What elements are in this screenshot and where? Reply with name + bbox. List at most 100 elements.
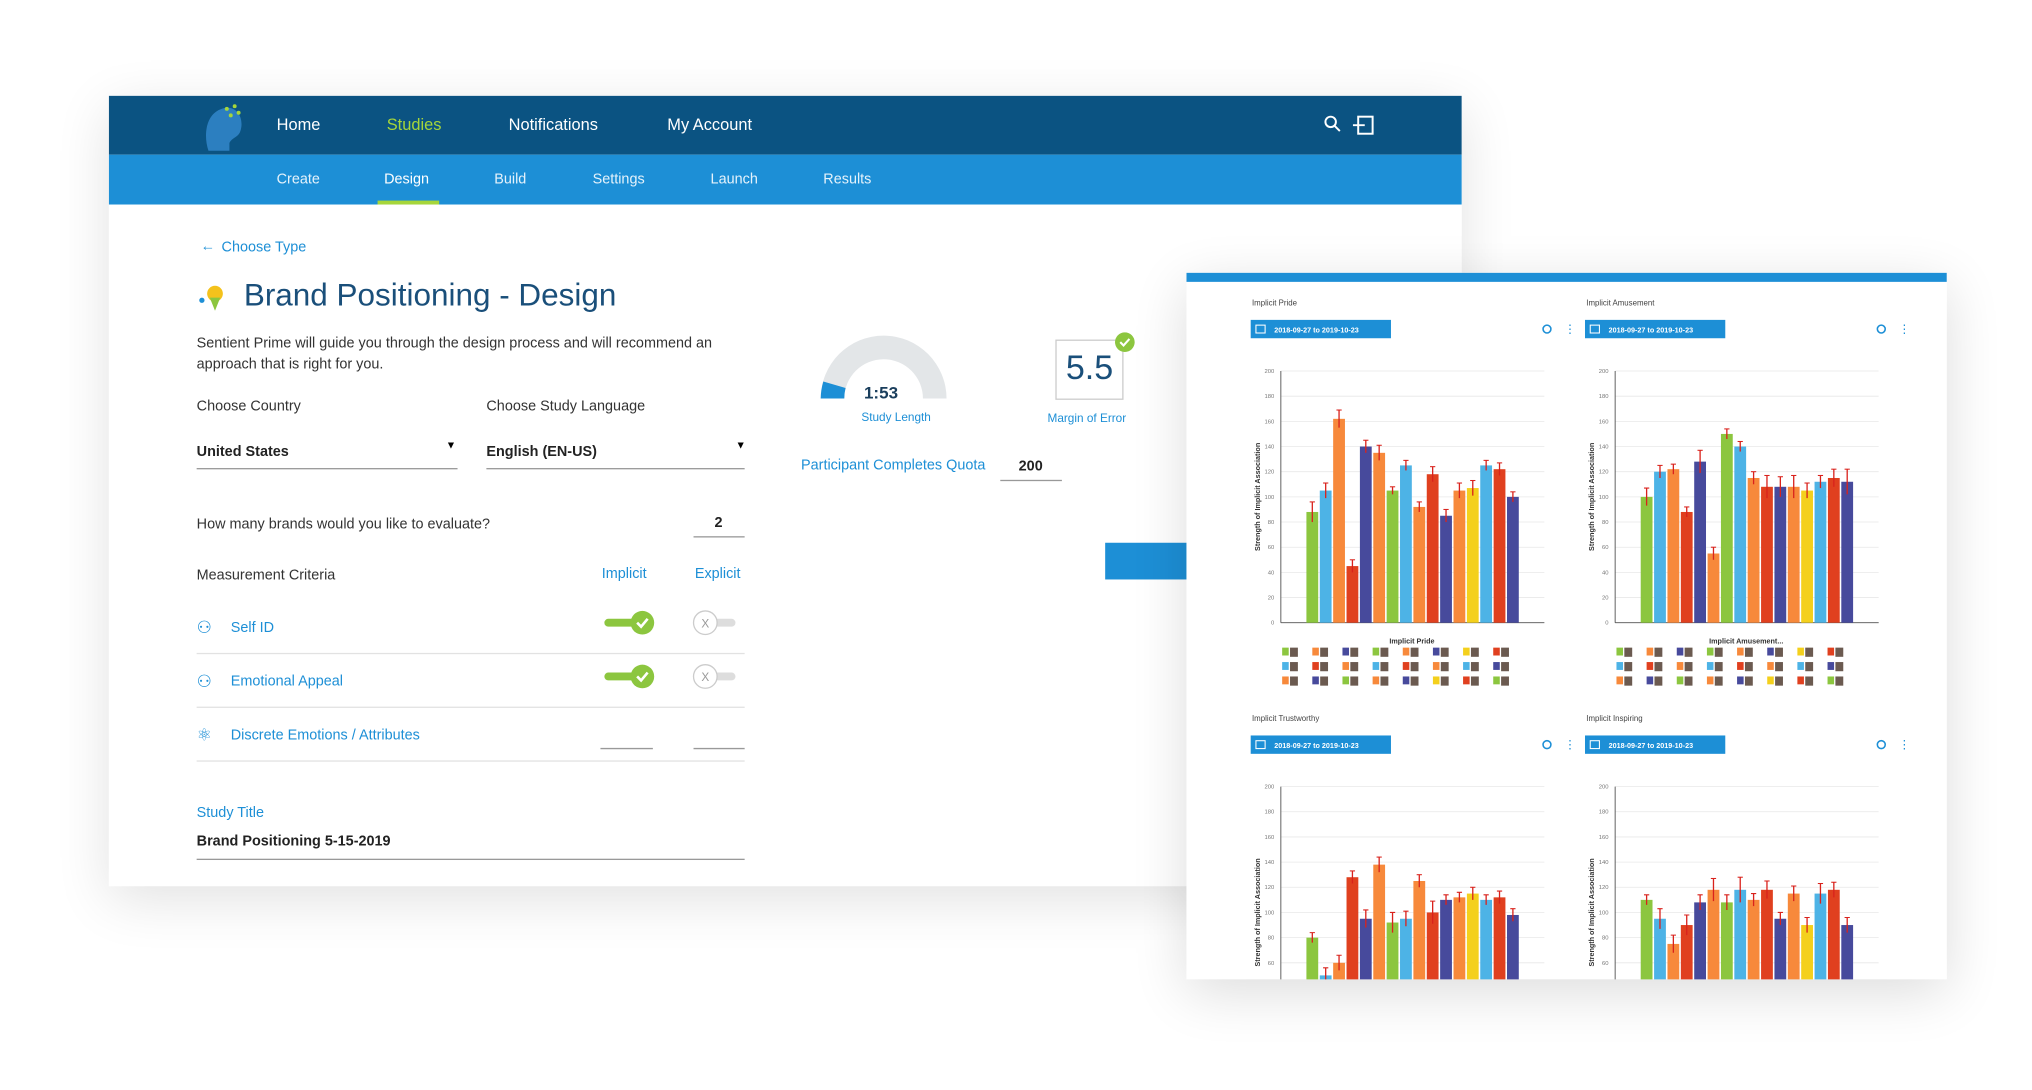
legend-swatch bbox=[1372, 676, 1380, 685]
chart-title: Implicit Amusement bbox=[1586, 298, 1655, 307]
back-arrow[interactable]: ← bbox=[200, 238, 216, 255]
bar bbox=[1426, 474, 1439, 623]
study-title-label: Study Title bbox=[196, 804, 264, 821]
y-axis-label: Strength of Implicit Association bbox=[1587, 858, 1596, 966]
refresh-icon bbox=[1876, 324, 1887, 334]
legend-swatch bbox=[1342, 647, 1350, 656]
sub-settings[interactable]: Settings bbox=[592, 171, 645, 188]
legend-thumb bbox=[1470, 647, 1479, 657]
bar bbox=[1359, 918, 1372, 980]
language-select[interactable]: English (EN-US) bbox=[486, 444, 597, 461]
legend-thumb bbox=[1835, 662, 1844, 672]
bar bbox=[1827, 889, 1840, 980]
y-axis-label: Strength of Implicit Association bbox=[1587, 443, 1596, 551]
chart: Implicit Amusement 2018-09-27 to 2019-10-… bbox=[1584, 298, 1910, 686]
caret: ▼ bbox=[735, 439, 746, 451]
bar bbox=[1440, 515, 1452, 623]
legend-thumb bbox=[1654, 647, 1663, 657]
criterion-icon: ⚇ bbox=[196, 617, 212, 638]
legend-swatch bbox=[1706, 647, 1714, 656]
legend-thumb bbox=[1501, 647, 1509, 657]
brands-count[interactable]: 2 bbox=[714, 515, 723, 531]
x-axis-label: Implicit Pride bbox=[1389, 637, 1434, 646]
bar bbox=[1680, 925, 1693, 980]
bar bbox=[1801, 490, 1813, 623]
nav-home[interactable]: Home bbox=[276, 115, 321, 134]
study-length-label: Study Length bbox=[861, 410, 931, 424]
y-tick-label: 80 bbox=[1602, 936, 1609, 942]
y-tick-label: 120 bbox=[1599, 885, 1610, 891]
legend-thumb bbox=[1744, 676, 1753, 686]
legend-thumb bbox=[1501, 676, 1509, 686]
legend-swatch bbox=[1402, 676, 1410, 685]
legend-thumb bbox=[1714, 676, 1723, 686]
back-link[interactable]: Choose Type bbox=[221, 239, 307, 256]
legend-thumb bbox=[1440, 647, 1449, 657]
bar bbox=[1373, 864, 1386, 980]
bar bbox=[1734, 446, 1747, 623]
legend-swatch bbox=[1493, 662, 1500, 670]
bar bbox=[1654, 918, 1666, 980]
y-tick-label: 40 bbox=[1268, 570, 1275, 576]
svg-text:X: X bbox=[701, 617, 709, 630]
legend-swatch bbox=[1646, 647, 1654, 656]
nav-studies[interactable]: Studies bbox=[386, 115, 442, 134]
y-tick-label: 100 bbox=[1264, 495, 1275, 501]
legend-swatch bbox=[1493, 647, 1500, 656]
bar bbox=[1453, 897, 1466, 980]
nav-account[interactable]: My Account bbox=[667, 115, 753, 134]
y-axis-label: Strength of Implicit Association bbox=[1253, 858, 1262, 966]
underline bbox=[1000, 479, 1062, 482]
bar bbox=[1694, 461, 1707, 623]
bar bbox=[1694, 902, 1707, 980]
legend-swatch bbox=[1676, 662, 1684, 670]
bar bbox=[1667, 469, 1680, 623]
toggles[interactable]: X X bbox=[594, 607, 751, 764]
legend-swatch bbox=[1616, 647, 1624, 656]
legend-thumb bbox=[1380, 676, 1389, 686]
legend-swatch bbox=[1282, 647, 1289, 656]
underline bbox=[486, 468, 745, 470]
sub-launch[interactable]: Launch bbox=[710, 171, 758, 188]
legend-thumb bbox=[1290, 662, 1298, 672]
criterion: Self ID bbox=[230, 620, 275, 636]
legend-thumb bbox=[1350, 662, 1359, 672]
legend-swatch bbox=[1616, 662, 1624, 670]
legend-thumb bbox=[1380, 662, 1389, 672]
bar bbox=[1386, 490, 1399, 623]
chart-title: Implicit Inspiring bbox=[1586, 714, 1642, 723]
description: Sentient Prime will guide you through th… bbox=[196, 335, 713, 352]
legend-thumb bbox=[1440, 662, 1449, 672]
country-label: Choose Country bbox=[196, 398, 301, 415]
legend-thumb bbox=[1714, 647, 1723, 657]
legend-thumb bbox=[1470, 662, 1479, 672]
nav-notifications[interactable]: Notifications bbox=[508, 115, 598, 134]
bar bbox=[1319, 490, 1332, 623]
bar bbox=[1774, 486, 1787, 623]
date-badge bbox=[1584, 735, 1726, 754]
legend-swatch bbox=[1767, 662, 1774, 670]
legend-swatch bbox=[1767, 647, 1774, 656]
sub-results[interactable]: Results bbox=[823, 171, 872, 188]
quota[interactable]: 200 bbox=[1018, 458, 1043, 475]
sub-create[interactable]: Create bbox=[276, 171, 320, 188]
legend-swatch bbox=[1463, 662, 1470, 670]
divider bbox=[196, 706, 745, 708]
date-range: 2018-09-27 to 2019-10-23 bbox=[1609, 741, 1693, 750]
sub-build[interactable]: Build bbox=[494, 171, 527, 188]
results-panel: Implicit Pride 2018-09-27 to 2019-10-23 ⋮ 0… bbox=[1186, 272, 1947, 980]
bar bbox=[1747, 477, 1760, 623]
bar bbox=[1373, 452, 1386, 623]
y-tick-label: 140 bbox=[1264, 860, 1275, 866]
nav-icons[interactable] bbox=[1323, 114, 1375, 138]
bar bbox=[1680, 511, 1693, 623]
legend-thumb bbox=[1320, 647, 1329, 657]
divider bbox=[196, 760, 745, 762]
country-select[interactable]: United States bbox=[196, 444, 289, 461]
sub-design[interactable]: Design bbox=[384, 171, 430, 188]
study-title-input[interactable]: Brand Positioning 5-15-2019 bbox=[196, 833, 391, 850]
legend-thumb bbox=[1684, 662, 1693, 672]
bar bbox=[1306, 511, 1319, 623]
date-range: 2018-09-27 to 2019-10-23 bbox=[1274, 741, 1359, 750]
bar bbox=[1466, 893, 1479, 980]
